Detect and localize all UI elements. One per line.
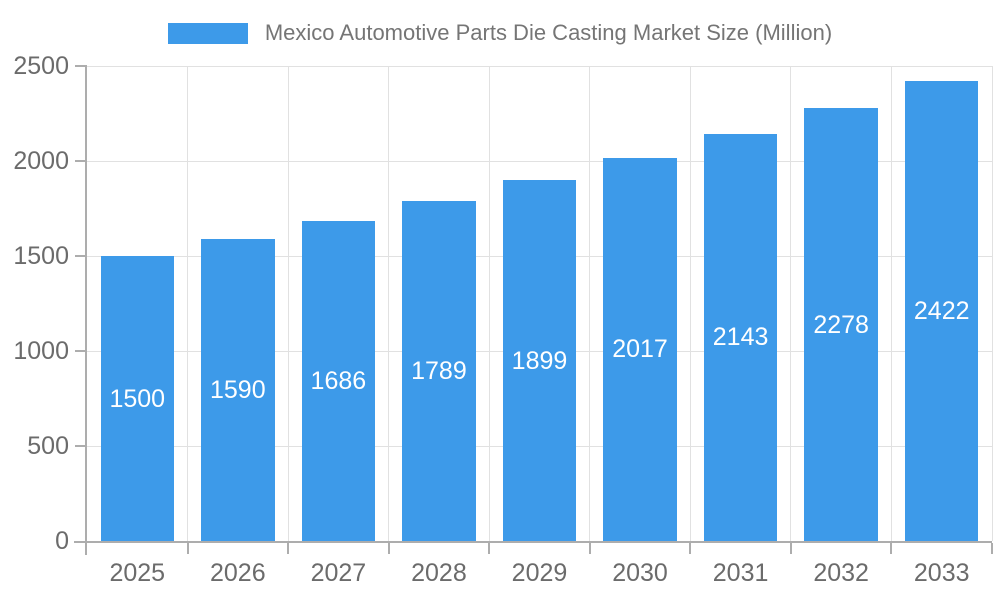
x-tick-label: 2030 bbox=[612, 559, 668, 587]
gridline-vertical bbox=[388, 66, 390, 541]
gridline-vertical bbox=[187, 66, 189, 541]
y-tick-label: 0 bbox=[55, 527, 69, 555]
plot-area: 1500 1590 1686 1789 1899 2017 2143 2278 2422 bbox=[87, 65, 993, 541]
y-tick bbox=[75, 160, 87, 162]
y-tick-label: 1500 bbox=[13, 242, 69, 270]
bar-2031: 2143 bbox=[703, 133, 778, 541]
x-tick-label: 2028 bbox=[411, 559, 467, 587]
bar-value-label: 2143 bbox=[712, 323, 769, 352]
x-tick bbox=[991, 543, 993, 554]
bar-2029: 1899 bbox=[502, 180, 577, 541]
y-tick-label: 500 bbox=[27, 432, 69, 460]
bar-value-label: 1686 bbox=[310, 366, 367, 395]
x-tick-label: 2029 bbox=[511, 559, 568, 587]
gridline-vertical bbox=[488, 66, 490, 541]
gridline-vertical bbox=[991, 66, 993, 541]
bar-2028: 1789 bbox=[402, 201, 476, 541]
chart-legend[interactable]: Mexico Automotive Parts Die Casting Mark… bbox=[0, 13, 1000, 53]
x-tick bbox=[890, 543, 893, 554]
gridline-vertical bbox=[890, 66, 892, 541]
bar-2026: 1590 bbox=[201, 238, 275, 541]
gridline-vertical bbox=[287, 66, 289, 541]
bar-2027: 1686 bbox=[301, 220, 376, 541]
bar-2030: 2017 bbox=[603, 157, 677, 541]
bar-value-label: 1789 bbox=[411, 357, 467, 386]
x-tick-label: 2032 bbox=[813, 559, 869, 587]
y-tick-label: 1000 bbox=[13, 337, 69, 365]
x-tick bbox=[588, 543, 591, 554]
y-tick-label: 2500 bbox=[13, 52, 69, 80]
y-axis-line bbox=[85, 66, 87, 555]
x-axis-line bbox=[74, 541, 992, 543]
x-tick bbox=[186, 543, 189, 554]
bar-value-label: 1500 bbox=[109, 384, 166, 413]
bar-value-label: 1899 bbox=[511, 346, 568, 375]
y-tick bbox=[75, 255, 87, 257]
x-tick-label: 2031 bbox=[712, 559, 769, 587]
bar-2025: 1500 bbox=[100, 256, 174, 541]
gridline-vertical bbox=[689, 66, 691, 541]
x-tick bbox=[387, 543, 390, 554]
y-tick-label: 2000 bbox=[13, 147, 69, 175]
gridline-horizontal bbox=[87, 65, 992, 67]
y-tick bbox=[75, 65, 87, 67]
x-tick bbox=[287, 543, 290, 554]
y-tick bbox=[75, 445, 87, 447]
gridline-horizontal bbox=[87, 160, 992, 162]
x-tick-label: 2027 bbox=[310, 559, 367, 587]
x-tick-label: 2025 bbox=[109, 559, 166, 587]
bar-2033: 2422 bbox=[905, 80, 979, 541]
x-tick bbox=[488, 543, 491, 554]
bar-value-label: 2422 bbox=[913, 296, 970, 325]
x-tick-label: 2026 bbox=[210, 559, 266, 587]
x-tick-label: 2033 bbox=[913, 559, 970, 587]
bar-2032: 2278 bbox=[804, 108, 878, 541]
y-tick bbox=[75, 350, 87, 352]
x-tick bbox=[789, 543, 792, 554]
gridline-vertical bbox=[790, 66, 792, 541]
gridline-vertical bbox=[589, 66, 591, 541]
bar-value-label: 2278 bbox=[813, 310, 869, 339]
bar-value-label: 2017 bbox=[612, 335, 668, 364]
x-tick bbox=[689, 543, 692, 554]
chart-title: Mexico Automotive Parts Die Casting Mark… bbox=[264, 20, 833, 45]
legend-swatch bbox=[167, 22, 248, 44]
bar-value-label: 1590 bbox=[210, 375, 266, 404]
